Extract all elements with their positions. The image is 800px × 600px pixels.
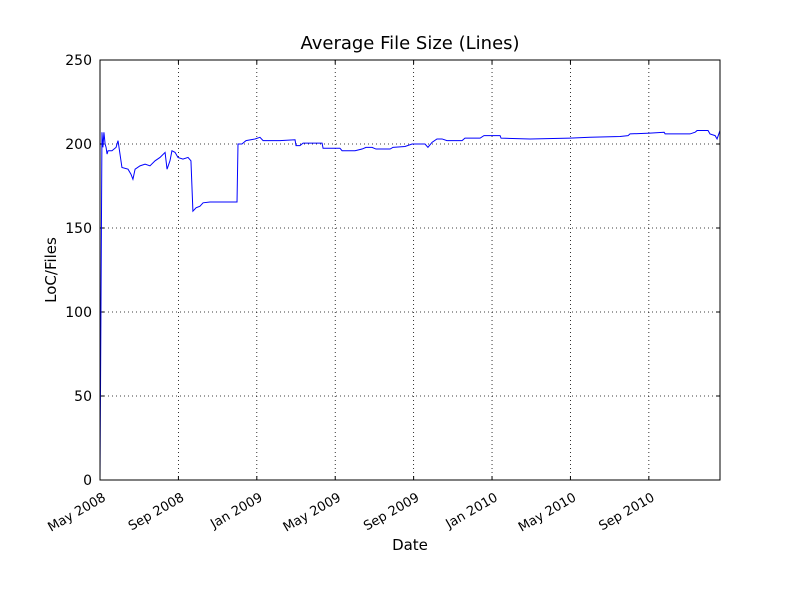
x-tick-label: Sep 2010 [596,490,657,534]
x-tick-label: Jan 2010 [443,490,501,532]
x-tick-label: May 2010 [516,490,579,535]
plot-frame [99,59,721,481]
y-axis-label: LoC/Files [42,237,60,303]
chart-title: Average File Size (Lines) [300,33,519,54]
x-tick-label: May 2009 [281,490,344,535]
y-tick-label: 100 [65,305,92,321]
x-tick-label: Jan 2009 [207,490,265,532]
x-axis-label: Date [392,536,428,554]
data-line [99,130,721,481]
y-tick-label: 200 [65,137,92,153]
x-tick-label: Sep 2009 [361,490,422,534]
y-tick-label: 250 [65,53,92,69]
y-tick-label: 50 [74,389,92,405]
y-tick-label: 150 [65,221,92,237]
x-tick-label: Sep 2008 [126,490,187,534]
y-tick-label: 0 [83,473,92,489]
x-tick-label: May 2008 [46,490,109,535]
